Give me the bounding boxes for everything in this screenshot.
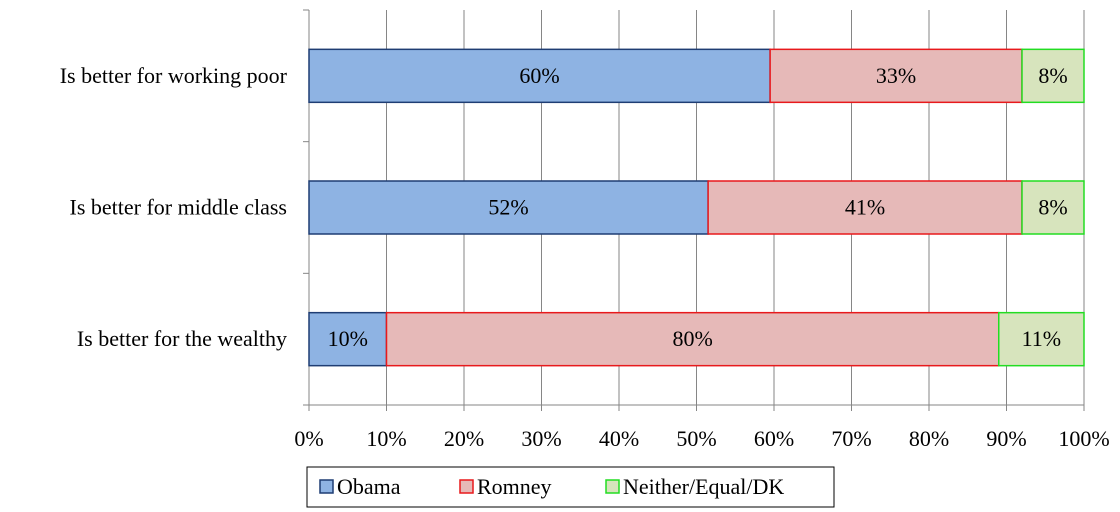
bar-neither-equal-dk [1021,180,1085,235]
bar-obama [308,311,388,367]
x-tick-label: 40% [599,426,639,451]
legend-item-neither-equal-dk: Neither/Equal/DK [605,474,784,499]
bar-romney [385,311,1000,367]
x-tick-label: 90% [986,426,1026,451]
legend-label-neither-equal-dk: Neither/Equal/DK [623,474,784,499]
legend-item-obama: Obama [319,474,401,499]
bar-neither-equal-dk [1021,48,1085,104]
bars: 60% 33% 8% 52% 41% 8% 10% 80% 11% [308,48,1085,367]
data-label-neither-equal-dk: 8% [1038,195,1067,220]
x-tick-label: 20% [444,426,484,451]
legend-swatch-neither-equal-dk [605,479,620,494]
legend: Obama Romney Neither/Equal/DK [306,466,835,508]
data-label-obama: 60% [519,63,559,88]
x-tick-label: 10% [366,426,406,451]
data-label-neither-equal-dk: 8% [1038,63,1067,88]
data-label-neither-equal-dk: 11% [1022,326,1062,351]
x-tick-label: 70% [831,426,871,451]
legend-label-romney: Romney [477,474,552,499]
legend-label-obama: Obama [337,474,401,499]
legend-swatch-romney [459,479,474,494]
data-label-romney: 80% [672,326,712,351]
x-tick-label: 50% [676,426,716,451]
data-label-romney: 33% [876,63,916,88]
x-tick-label: 80% [909,426,949,451]
x-tick-label: 100% [1058,426,1109,451]
bar-obama [308,180,709,235]
bar-neither-equal-dk [998,311,1085,367]
legend-swatch-obama [319,479,334,494]
x-tick-labels: 0% 10% 20% 30% 40% 50% 60% 70% 80% 90% 100% [294,426,1109,451]
bar-romney [707,180,1023,235]
data-label-romney: 41% [845,195,885,220]
data-label-obama: 10% [328,326,368,351]
x-tick-label: 60% [754,426,794,451]
data-label-obama: 52% [488,195,528,220]
x-tick-label: 30% [521,426,561,451]
legend-box [306,466,835,508]
legend-item-romney: Romney [459,474,552,499]
category-label: Is better for working poor [60,63,288,88]
category-labels: Is better for working poor Is better for … [60,63,288,351]
category-label: Is better for middle class [70,195,288,220]
category-label: Is better for the wealthy [77,326,287,351]
x-tick-label: 0% [294,426,323,451]
